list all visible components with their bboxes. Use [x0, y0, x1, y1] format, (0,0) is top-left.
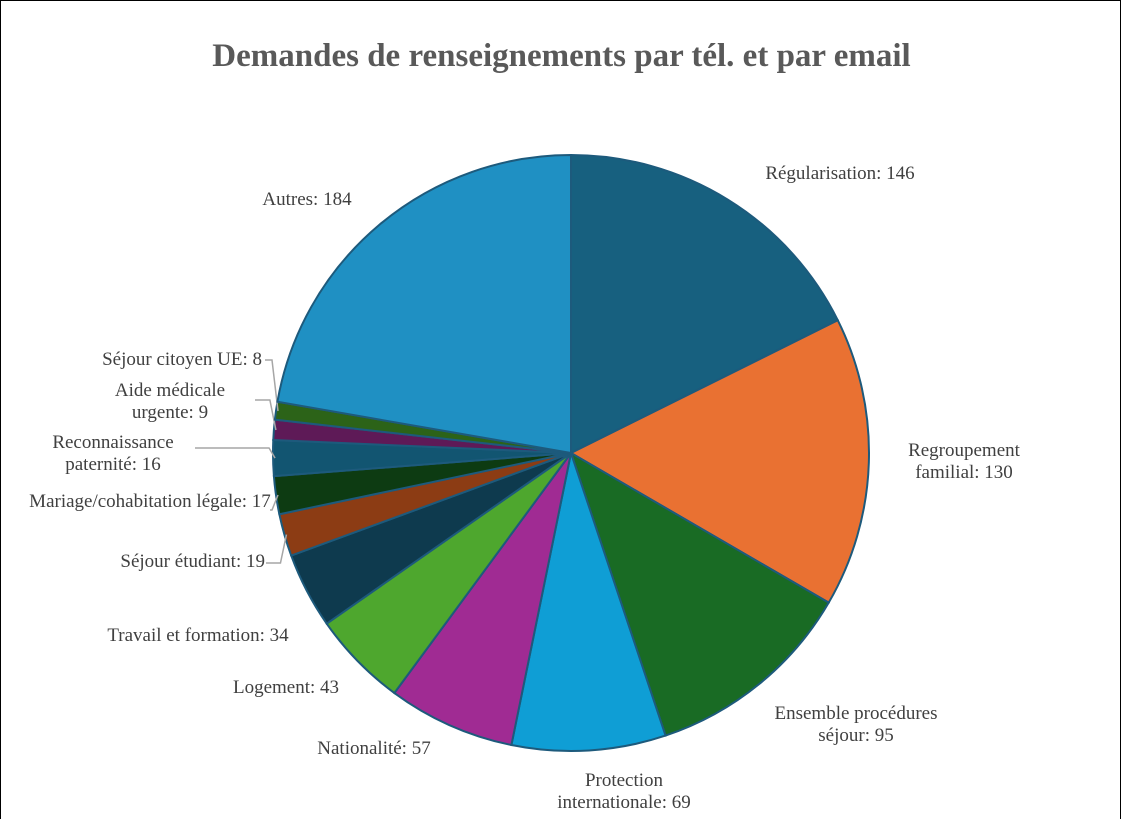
data-label: Séjour citoyen UE: 8 [102, 349, 262, 370]
leader-line [270, 494, 279, 511]
pie-slice [392, 452, 572, 747]
data-label: Travail et formation: 34 [107, 625, 289, 646]
data-label: Ensemble procédures séjour: 95 [774, 703, 938, 746]
pie-slice [570, 153, 840, 455]
data-label: Séjour étudiant: 19 [120, 551, 265, 572]
chart-title: Demandes de renseignements par tél. et p… [212, 38, 911, 74]
data-label: Regroupement familial: 130 [908, 440, 1020, 483]
data-label: Protection internationale: 69 [557, 770, 691, 813]
leader-line [266, 534, 288, 564]
leader-line [265, 359, 279, 412]
leader-line [255, 399, 277, 431]
pie-slice [569, 450, 831, 737]
data-label: Aide médicale urgente: 9 [114, 380, 226, 423]
pie-slice [276, 153, 572, 455]
data-label: Régularisation: 146 [765, 163, 915, 184]
leader-line [195, 447, 276, 459]
data-label: Reconnaissance paternité: 16 [52, 432, 174, 475]
pie-slice [510, 449, 667, 752]
data-label: Nationalité: 57 [317, 738, 431, 759]
data-label: Autres: 184 [262, 189, 352, 210]
data-label: Mariage/cohabitation légale: 17 [29, 491, 271, 512]
data-label: Logement: 43 [232, 677, 340, 698]
pie-slice [568, 318, 870, 605]
